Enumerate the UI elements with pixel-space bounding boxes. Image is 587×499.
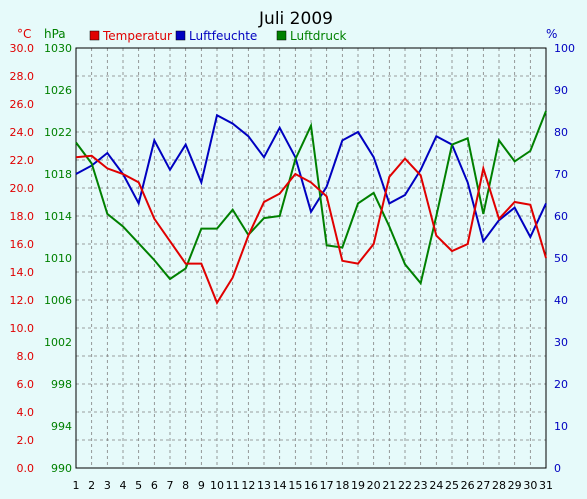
pressure-axis-unit: hPa [44, 27, 66, 41]
humidity-tick-label: 40 [554, 294, 568, 307]
day-tick-label: 19 [351, 479, 365, 492]
temperature-tick-label: 20.0 [10, 182, 35, 195]
day-tick-label: 9 [198, 479, 205, 492]
temperature-tick-label: 22.0 [10, 154, 35, 167]
humidity-tick-label: 60 [554, 210, 568, 223]
legend-label: Luftfeuchte [189, 29, 257, 43]
temperature-tick-label: 18.0 [10, 210, 35, 223]
humidity-tick-label: 70 [554, 168, 568, 181]
day-tick-label: 27 [476, 479, 490, 492]
pressure-axis-ticks: 990 994 998 1002 1006 1010 1014 1018 1022 1026 103… [44, 42, 72, 475]
series-line-temperature [75, 154, 547, 306]
day-tick-label: 18 [335, 479, 349, 492]
temperature-tick-label: 12.0 [10, 294, 35, 307]
temperature-tick-label: 10.0 [10, 322, 35, 335]
humidity-axis-ticks: 0 10 20 30 40 50 60 70 80 90 100 [554, 42, 575, 475]
legend-swatch [175, 30, 186, 41]
pressure-tick-label: 1014 [44, 210, 72, 223]
pressure-tick-label: 990 [51, 462, 72, 475]
temperature-tick-label: 8.0 [17, 350, 35, 363]
legend-swatch [276, 30, 287, 41]
day-tick-label: 3 [104, 479, 111, 492]
series-lines [75, 110, 547, 306]
day-tick-label: 4 [120, 479, 127, 492]
humidity-tick-label: 20 [554, 378, 568, 391]
pressure-tick-label: 1030 [44, 42, 72, 55]
series-line-pressure [75, 110, 547, 286]
humidity-tick-label: 10 [554, 420, 568, 433]
day-axis-ticks: 1 2 3 4 5 6 7 8 9 10 11 12 13 14 15 16 17 18 19 20 21 22 23 24 2… [73, 479, 554, 492]
day-tick-label: 5 [135, 479, 142, 492]
day-tick-label: 8 [182, 479, 189, 492]
day-tick-label: 21 [382, 479, 396, 492]
pressure-tick-label: 1026 [44, 84, 72, 97]
humidity-tick-label: 100 [554, 42, 575, 55]
day-tick-label: 31 [539, 479, 553, 492]
humidity-tick-label: 80 [554, 126, 568, 139]
day-tick-label: 25 [445, 479, 459, 492]
temperature-tick-label: 16.0 [10, 238, 35, 251]
day-tick-label: 17 [320, 479, 334, 492]
pressure-tick-label: 1002 [44, 336, 72, 349]
day-tick-label: 23 [414, 479, 428, 492]
series-line-humidity [75, 113, 547, 244]
legend-label: Luftdruck [290, 29, 347, 43]
pressure-tick-label: 1022 [44, 126, 72, 139]
day-tick-label: 24 [429, 479, 443, 492]
day-tick-label: 29 [508, 479, 522, 492]
temperature-tick-label: 0.0 [17, 462, 35, 475]
temperature-axis-unit: °C [17, 27, 31, 41]
temperature-tick-label: 30.0 [10, 42, 35, 55]
day-tick-label: 10 [210, 479, 224, 492]
humidity-tick-label: 90 [554, 84, 568, 97]
legend-swatch [89, 30, 100, 41]
day-tick-label: 13 [257, 479, 271, 492]
pressure-tick-label: 1006 [44, 294, 72, 307]
humidity-axis-unit: % [546, 27, 557, 41]
day-tick-label: 11 [226, 479, 240, 492]
day-tick-label: 15 [288, 479, 302, 492]
humidity-tick-label: 50 [554, 252, 568, 265]
day-tick-label: 20 [367, 479, 381, 492]
day-tick-label: 16 [304, 479, 318, 492]
day-tick-label: 1 [73, 479, 80, 492]
temperature-tick-label: 24.0 [10, 126, 35, 139]
legend-label: Temperatur [102, 29, 172, 43]
day-tick-label: 12 [241, 479, 255, 492]
pressure-tick-label: 1018 [44, 168, 72, 181]
day-tick-label: 26 [461, 479, 475, 492]
legend: Temperatur Luftfeuchte Luftdruck [89, 29, 347, 43]
day-tick-label: 14 [273, 479, 287, 492]
pressure-tick-label: 994 [51, 420, 72, 433]
day-tick-label: 22 [398, 479, 412, 492]
temperature-axis-ticks: 0.0 2.0 4.0 6.0 8.0 10.0 12.0 14.0 16.0 18.0 20.0 2… [10, 42, 35, 475]
temperature-tick-label: 2.0 [17, 434, 35, 447]
temperature-tick-label: 28.0 [10, 70, 35, 83]
day-tick-label: 7 [167, 479, 174, 492]
day-tick-label: 30 [523, 479, 537, 492]
temperature-tick-label: 26.0 [10, 98, 35, 111]
grid [76, 48, 546, 468]
day-tick-label: 2 [88, 479, 95, 492]
humidity-tick-label: 0 [554, 462, 561, 475]
temperature-tick-label: 4.0 [17, 406, 35, 419]
humidity-tick-label: 30 [554, 336, 568, 349]
temperature-tick-label: 6.0 [17, 378, 35, 391]
chart-title: Juli 2009 [258, 9, 333, 29]
pressure-tick-label: 1010 [44, 252, 72, 265]
day-tick-label: 28 [492, 479, 506, 492]
temperature-tick-label: 14.0 [10, 266, 35, 279]
day-tick-label: 6 [151, 479, 158, 492]
pressure-tick-label: 998 [51, 378, 72, 391]
